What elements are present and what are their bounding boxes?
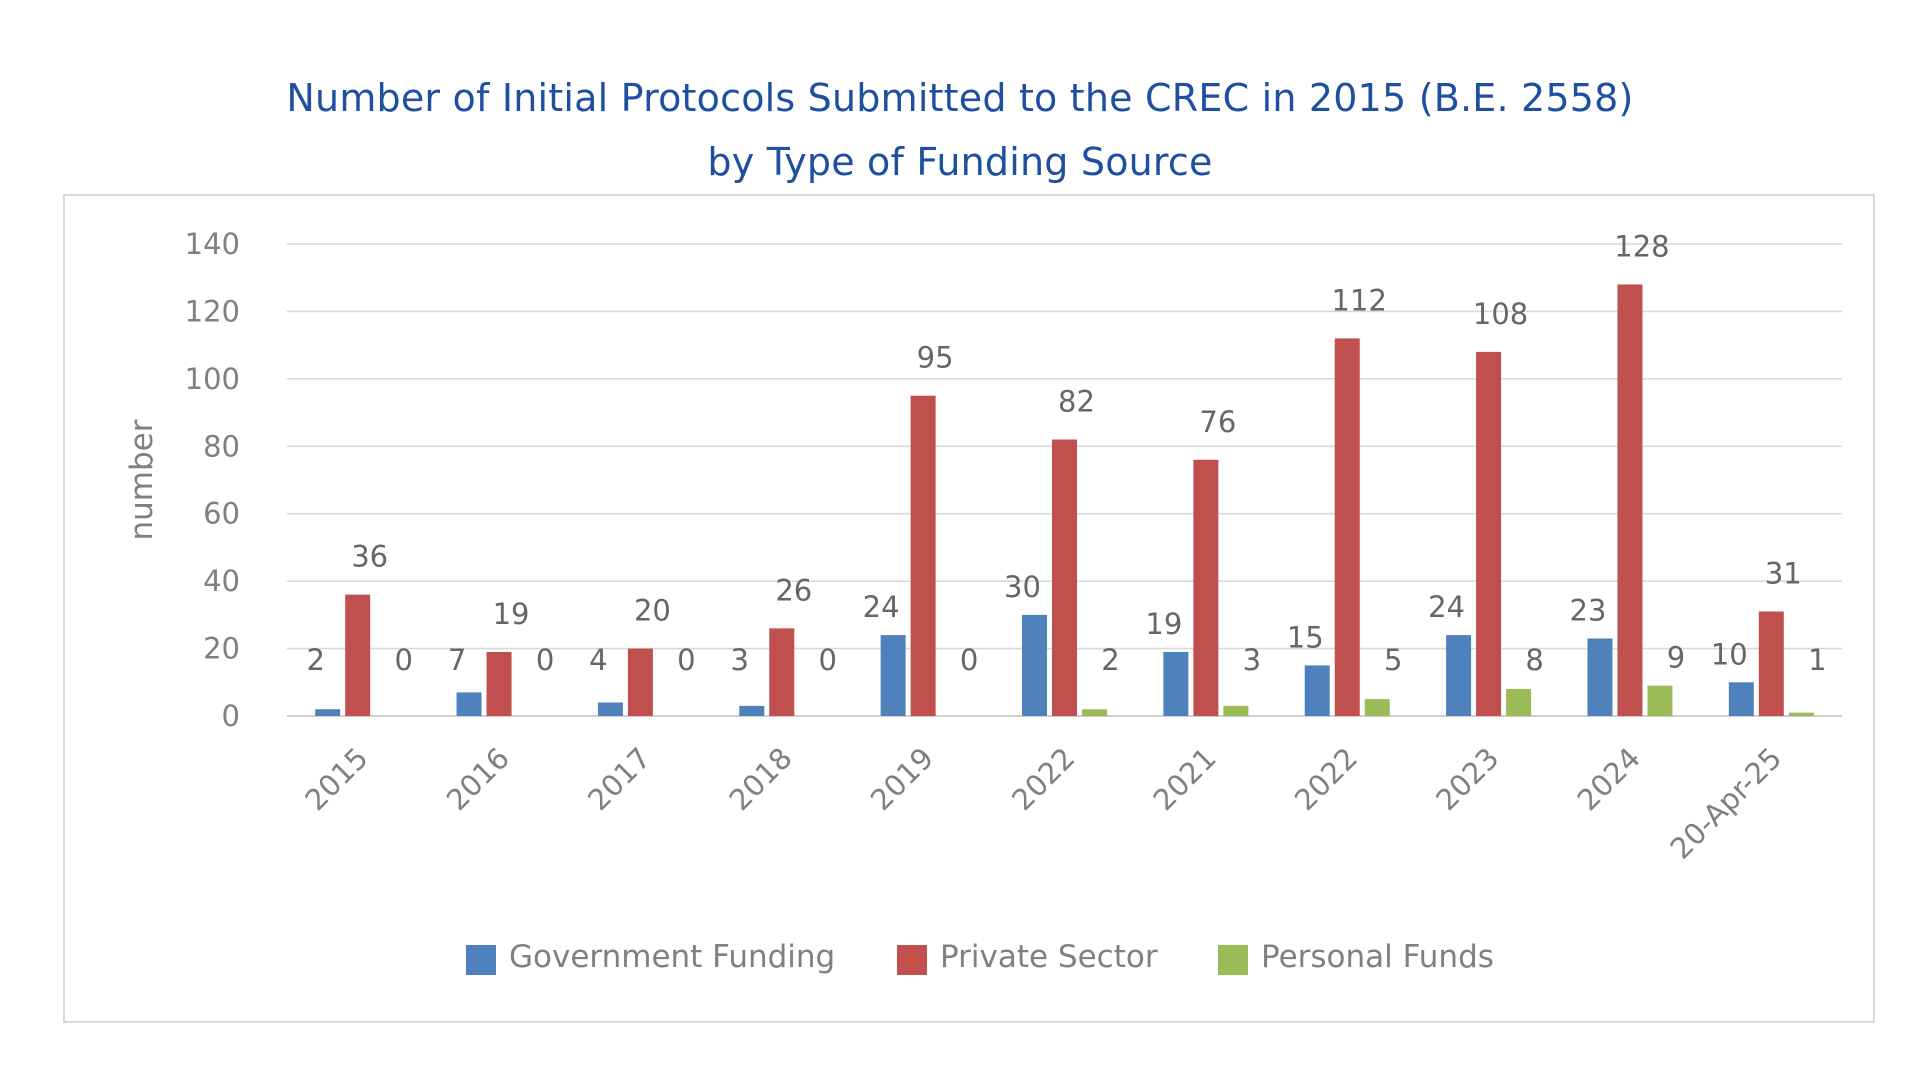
data-label: 31 [1765, 556, 1802, 590]
bar [456, 692, 482, 716]
data-label: 3 [731, 643, 749, 677]
data-label: 36 [351, 540, 388, 574]
y-tick-label: 140 [185, 227, 240, 261]
bar [1587, 638, 1613, 716]
x-tick-label: 2018 [722, 741, 798, 817]
data-label: 76 [1199, 405, 1236, 439]
chart-title-line-2: by Type of Funding Source [707, 140, 1213, 184]
y-tick-label: 80 [203, 429, 240, 463]
bar [1082, 709, 1107, 716]
data-label: 26 [775, 573, 812, 607]
x-tick-label: 2016 [440, 741, 516, 817]
x-tick-label: 2021 [1147, 741, 1223, 817]
bar [739, 705, 765, 716]
y-tick-label: 60 [203, 497, 240, 531]
data-label: 4 [589, 643, 607, 677]
data-label: 0 [536, 643, 554, 677]
legend-label: Government Funding [509, 939, 835, 975]
x-tick-label: 2023 [1429, 741, 1505, 817]
y-tick-label: 40 [203, 564, 240, 598]
data-label: 0 [394, 643, 412, 677]
x-tick-label: 2015 [298, 741, 374, 817]
bar [1163, 651, 1189, 716]
bar [315, 709, 341, 716]
data-label: 10 [1711, 637, 1748, 671]
data-label: 2 [306, 643, 324, 677]
bar [627, 648, 653, 716]
bar [1052, 439, 1077, 716]
bar [880, 635, 906, 716]
bar [1506, 689, 1532, 716]
data-label: 0 [960, 643, 978, 677]
x-tick-label: 2022 [1005, 741, 1081, 817]
bar [769, 628, 795, 716]
y-axis-ticks: 0 20 40 60 80 100 120 140 [185, 227, 240, 733]
data-label: 128 [1614, 229, 1669, 263]
legend-swatch [897, 945, 927, 975]
data-label: 8 [1525, 643, 1543, 677]
bar [1758, 611, 1784, 716]
bar [1304, 665, 1330, 716]
x-axis-ticks: 2015 2016 2017 2018 2019 2022 2021 2022 2023 2024… [298, 741, 1788, 866]
bar [1022, 614, 1047, 716]
bar [597, 702, 623, 716]
data-label: 108 [1473, 297, 1528, 331]
data-label: 24 [1428, 590, 1465, 624]
x-tick-label: 2022 [1288, 741, 1364, 817]
chart-title: Number of Initial Protocols Submitted to… [0, 66, 1920, 194]
data-label: 24 [863, 590, 900, 624]
legend-swatch [466, 945, 496, 975]
bar [1617, 284, 1643, 716]
data-label: 2 [1101, 643, 1119, 677]
data-label: 82 [1058, 385, 1095, 419]
bar [1364, 699, 1390, 716]
legend-label: Private Sector [940, 939, 1158, 975]
bar [1193, 459, 1219, 716]
data-label: 95 [917, 341, 954, 375]
bar [1334, 338, 1360, 716]
y-tick-label: 120 [185, 294, 240, 328]
x-tick-label: 20-Apr-25 [1664, 741, 1789, 866]
data-label: 112 [1332, 283, 1387, 317]
x-tick-label: 2019 [864, 741, 940, 817]
data-label: 19 [493, 597, 530, 631]
chart-title-line-1: Number of Initial Protocols Submitted to… [286, 76, 1634, 120]
bar [1476, 351, 1502, 716]
data-label: 30 [1004, 570, 1041, 604]
bar [1647, 685, 1673, 716]
data-label: 20 [634, 594, 671, 628]
data-label: 7 [448, 643, 466, 677]
data-label: 1 [1808, 643, 1826, 677]
bar [1728, 682, 1754, 716]
y-tick-label: 20 [203, 632, 240, 666]
data-label: 9 [1667, 641, 1685, 675]
bar [486, 651, 512, 716]
data-label: 0 [819, 643, 837, 677]
data-label: 5 [1384, 643, 1402, 677]
legend: Government Funding Private Sector Personal… [466, 939, 1494, 975]
bar [345, 594, 371, 716]
data-label: 15 [1287, 620, 1324, 654]
x-tick-label: 2024 [1571, 741, 1647, 817]
bar [1788, 712, 1814, 716]
bars [315, 284, 1814, 716]
legend-swatch [1218, 945, 1248, 975]
x-tick-label: 2017 [581, 741, 657, 817]
legend-label: Personal Funds [1261, 939, 1494, 975]
data-label: 3 [1243, 643, 1261, 677]
y-tick-label: 100 [185, 362, 240, 396]
bar [910, 395, 936, 716]
bar [1223, 705, 1249, 716]
data-label: 23 [1570, 593, 1607, 627]
bar [1446, 635, 1472, 716]
data-label: 19 [1145, 607, 1182, 641]
data-label: 0 [677, 643, 695, 677]
y-tick-label: 0 [222, 699, 240, 733]
y-axis-label: number [124, 419, 160, 540]
